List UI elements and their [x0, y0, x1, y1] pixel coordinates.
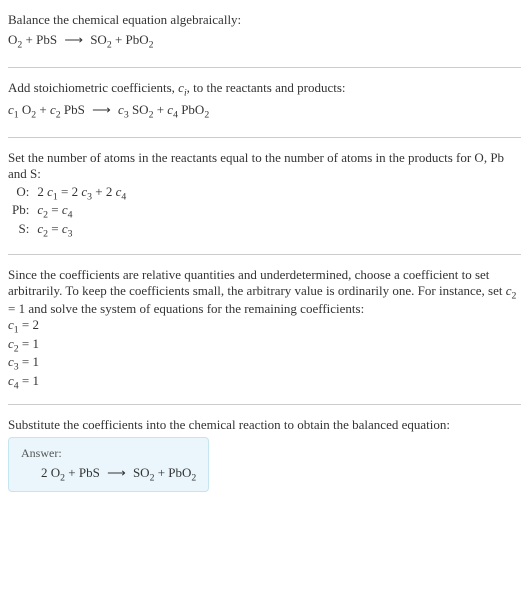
final-text: Substitute the coefficients into the che…: [8, 417, 521, 433]
stoich-equation: c1 O2 + c2 PbS ⟶ c3 SO2 + c4 PbO2: [8, 102, 521, 121]
table-row: Pb: c2 = c4: [8, 202, 130, 221]
divider: [8, 254, 521, 255]
solve-text: Since the coefficients are relative quan…: [8, 267, 521, 318]
solve-result: c2 = 1: [8, 336, 521, 355]
table-row: O: 2 c1 = 2 c3 + 2 c4: [8, 184, 130, 203]
atom-equation: c2 = c4: [33, 202, 130, 221]
solve-result: c3 = 1: [8, 354, 521, 373]
solve-section: Since the coefficients are relative quan…: [8, 263, 521, 396]
final-section: Substitute the coefficients into the che…: [8, 413, 521, 497]
answer-label: Answer:: [21, 446, 196, 461]
atom-label: O:: [8, 184, 33, 203]
stoich-text: Add stoichiometric coefficients, ci, to …: [8, 80, 521, 99]
answer-equation: 2 O2 + PbS ⟶ SO2 + PbO2: [21, 465, 196, 484]
table-row: S: c2 = c3: [8, 221, 130, 240]
atoms-table: O: 2 c1 = 2 c3 + 2 c4 Pb: c2 = c4 S: c2 …: [8, 184, 130, 240]
atom-label: Pb:: [8, 202, 33, 221]
atom-label: S:: [8, 221, 33, 240]
atoms-section: Set the number of atoms in the reactants…: [8, 146, 521, 246]
atoms-text: Set the number of atoms in the reactants…: [8, 150, 521, 182]
divider: [8, 404, 521, 405]
solve-result: c4 = 1: [8, 373, 521, 392]
divider: [8, 67, 521, 68]
intro-section: Balance the chemical equation algebraica…: [8, 8, 521, 59]
atom-equation: 2 c1 = 2 c3 + 2 c4: [33, 184, 130, 203]
atom-equation: c2 = c3: [33, 221, 130, 240]
divider: [8, 137, 521, 138]
solve-result: c1 = 2: [8, 317, 521, 336]
answer-box: Answer: 2 O2 + PbS ⟶ SO2 + PbO2: [8, 437, 209, 493]
stoich-section: Add stoichiometric coefficients, ci, to …: [8, 76, 521, 129]
intro-text: Balance the chemical equation algebraica…: [8, 12, 521, 28]
intro-equation: O2 + PbS ⟶ SO2 + PbO2: [8, 32, 521, 51]
